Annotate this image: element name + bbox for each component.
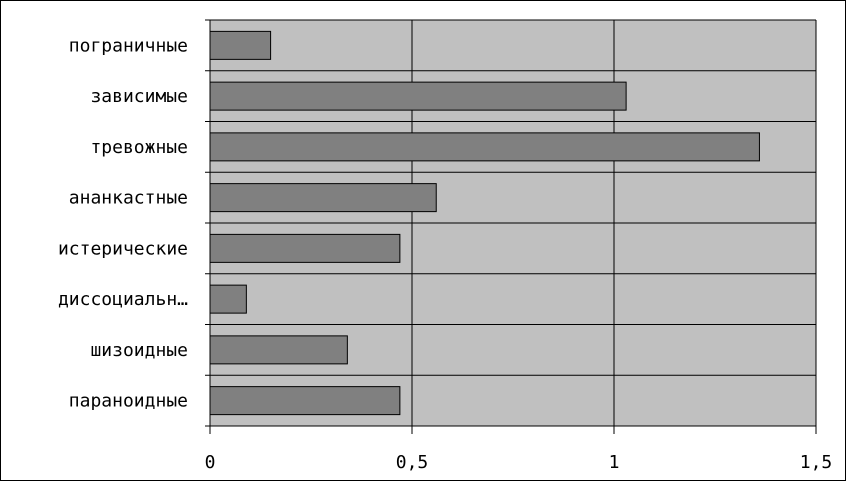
category-label: истерические: [58, 238, 188, 259]
category-label: пограничные: [69, 35, 188, 56]
x-axis-ticks: 0 0,5 1 1,5: [205, 452, 833, 473]
x-tick-label: 1,5: [800, 452, 833, 473]
category-labels: пограничные зависимые тревожные ананкастные…: [58, 35, 188, 411]
bar-4: [209, 183, 437, 213]
x-tick-label: 1: [609, 452, 620, 473]
bar-3: [209, 132, 760, 162]
bar-5: [209, 233, 401, 263]
bar-2: [209, 81, 627, 111]
bar-8: [209, 386, 401, 416]
bar-7: [209, 335, 348, 365]
x-tick-label: 0: [205, 452, 216, 473]
category-label: тревожные: [90, 137, 188, 158]
category-label: ананкастные: [69, 188, 188, 209]
bar-1: [209, 30, 272, 60]
category-label: шизоидные: [90, 340, 188, 361]
category-label: зависимые: [90, 86, 188, 107]
category-label: параноидные: [69, 391, 188, 412]
bar-6: [209, 284, 247, 314]
x-tick-label: 0,5: [396, 452, 429, 473]
plot-area: [205, 19, 817, 434]
category-label: диссоциальн…: [58, 289, 188, 310]
